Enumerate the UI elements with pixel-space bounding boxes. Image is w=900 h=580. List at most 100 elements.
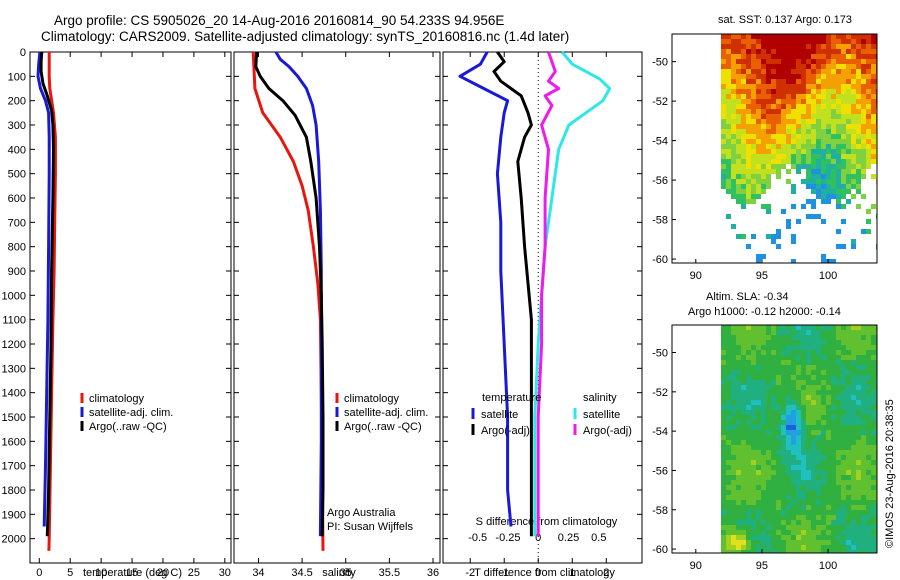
x-tick-label: 10 [95,567,107,579]
title-line-1: Argo profile: CS 5905026_20 14-Aug-2016 … [54,13,505,28]
legend-label: Argo(-adj) [583,425,632,437]
map-y-tick-label: -58 [652,505,668,517]
y-tick-label: 1400 [2,388,26,400]
sla-heatmap [721,325,877,553]
y-tick-label: 200 [8,96,26,108]
y-tick-label: 1600 [2,436,26,448]
map-x-tick-label: 100 [819,270,837,282]
map-y-tick-label: -56 [652,175,668,187]
map-y-tick-label: -50 [652,348,668,360]
legend-label: Argo(..raw -QC) [344,421,422,433]
credit-agency: Argo Australia [327,507,396,519]
x-axis-label-top: S difference from climatology [476,516,618,528]
legend-label: climatology [89,393,145,405]
credit-pi: PI: Susan Wijffels [327,521,413,533]
legend-title-salinity: salinity [583,392,617,404]
title-line-2: Climatology: CARS2009. Satellite-adjuste… [41,29,570,44]
series-line-cyan [533,51,612,537]
s-diff-tick-label: -0.25 [495,532,520,544]
panel-salinity: 34 34.5 35 35.5 36 salinity climatology satelli… [233,51,441,579]
y-tick-label: 500 [8,169,26,181]
sla-map-panel: 90 95 100 -50 -52 -54 -56 -58 -60 [652,324,878,572]
y-tick-label: 600 [8,193,26,205]
x-tick-label: 30 [219,567,231,579]
y-tick-label: 800 [8,242,26,254]
x-tick-label: 0 [535,567,541,579]
y-tick-label: 0 [20,47,26,59]
y-tick-label: 700 [8,217,26,229]
sst-panel-title: sat. SST: 0.137 Argo: 0.173 [718,14,852,26]
map-y-tick-label: -52 [652,96,668,108]
s-diff-tick-label: -0.5 [468,532,487,544]
map-panels-layer: 90 95 100 -50 -52 -54 -56 -58 -60 90 95 100 -50 -52 -5… [652,33,878,572]
s-diff-tick-label: 0.5 [591,532,606,544]
map-y-tick-label: -60 [652,544,668,556]
legend-label: Argo(..raw -QC) [89,421,167,433]
panel-difference: -2 -1 0 1 2 -0.5 -0.25 0 0.25 0.5 S difference fro… [442,51,643,579]
plot-frame [442,51,643,564]
map-x-tick-label: 95 [756,270,768,282]
series-line-black [39,51,55,537]
x-axis-label: temperature (deg C) [83,567,182,579]
x-tick-label: 25 [188,567,200,579]
x-tick-label: 20 [157,567,169,579]
x-tick-label: 1 [569,567,575,579]
series-line-black [254,51,325,537]
legend-label: Argo(-adj) [481,425,530,437]
y-tick-label: 2000 [2,534,26,546]
map-y-tick-label: -52 [652,387,668,399]
map-x-tick-label: 90 [690,560,702,572]
series-line-red [251,51,325,551]
s-diff-tick-label: 0.25 [558,532,579,544]
x-tick-label: 34 [252,567,264,579]
x-axis-label: T difference from climatology [474,567,615,579]
x-tick-label: 0 [36,567,42,579]
x-tick-label: 15 [126,567,138,579]
sst-map-panel: 90 95 100 -50 -52 -54 -56 -58 -60 [652,33,878,282]
y-tick-label: 1300 [2,363,26,375]
y-tick-label: 1500 [2,412,26,424]
map-x-tick-label: 95 [756,560,768,572]
x-tick-label: 35.5 [379,567,400,579]
x-tick-label: 35 [340,567,352,579]
y-tick-label: 1200 [2,339,26,351]
legend-label: satellite [481,409,518,421]
x-tick-label: 2 [603,567,609,579]
map-y-tick-label: -54 [652,136,668,148]
plot-frame [29,51,232,564]
map-y-tick-label: -58 [652,215,668,227]
panel-temperature: 0 5 10 15 20 25 300100200300400500600700800900… [2,47,232,579]
series-line-blue [36,51,51,527]
y-tick-label: 1800 [2,485,26,497]
imos-timestamp: ©IMOS 23-Aug-2016 20:38:35 [884,399,896,548]
x-tick-label: 34.5 [291,567,312,579]
map-y-tick-label: -56 [652,465,668,477]
y-tick-label: 900 [8,266,26,278]
map-frame [671,324,878,554]
legend-label: satellite [583,409,620,421]
x-axis-label: salinity [322,567,356,579]
y-tick-label: 400 [8,144,26,156]
map-frame [671,33,878,264]
profile-axes-layer: 0 5 10 15 20 25 300100200300400500600700800900… [2,47,643,579]
legend-title-temperature: temperature [482,392,541,404]
series-line-black [492,51,533,537]
series-line-magenta [536,51,561,537]
map-x-tick-label: 90 [690,270,702,282]
legend-label: satellite-adj. clim. [344,407,428,419]
x-tick-label: 5 [67,567,73,579]
map-x-tick-label: 100 [819,560,837,572]
sst-heatmap [721,34,877,263]
x-tick-label: 36 [427,567,439,579]
map-y-tick-label: -60 [652,254,668,266]
y-tick-label: 1100 [2,315,26,327]
s-diff-tick-label: 0 [535,532,541,544]
sla-panel-title: Altim. SLA: -0.34 [706,291,789,303]
plot-frame [233,51,441,564]
y-tick-label: 1900 [2,509,26,521]
y-tick-label: 1700 [2,461,26,473]
series-line-blue [458,51,513,527]
y-tick-label: 1000 [2,290,26,302]
map-y-tick-label: -50 [652,57,668,69]
